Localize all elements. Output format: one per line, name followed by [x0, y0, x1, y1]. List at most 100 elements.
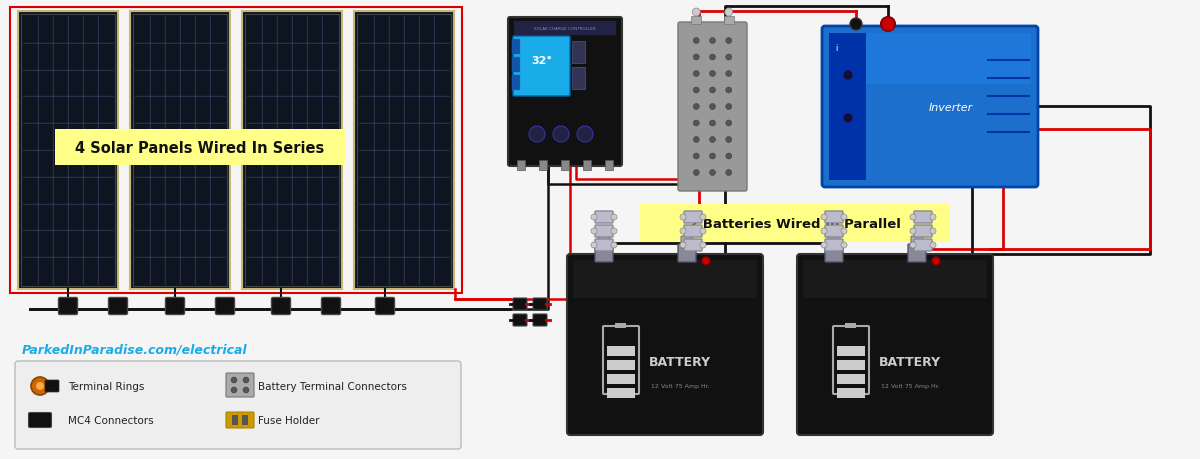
Circle shape — [726, 71, 732, 77]
FancyBboxPatch shape — [678, 23, 746, 191]
Bar — [845, 323, 856, 328]
Bar — [607, 360, 635, 370]
FancyBboxPatch shape — [514, 37, 570, 97]
Circle shape — [709, 39, 715, 45]
Circle shape — [841, 214, 847, 220]
Bar — [245, 15, 340, 286]
Circle shape — [709, 55, 715, 61]
Circle shape — [709, 137, 715, 143]
Circle shape — [244, 387, 250, 393]
Circle shape — [930, 214, 936, 220]
FancyBboxPatch shape — [376, 298, 395, 315]
Text: 4 Solar Panels Wired In Series: 4 Solar Panels Wired In Series — [76, 140, 325, 155]
Circle shape — [694, 121, 700, 127]
Text: ParkedInParadise.com/electrical: ParkedInParadise.com/electrical — [22, 343, 247, 356]
Bar — [133, 15, 227, 286]
Bar — [242, 415, 248, 425]
Circle shape — [529, 127, 545, 143]
Text: Inverter: Inverter — [929, 102, 973, 112]
Circle shape — [709, 121, 715, 127]
Bar — [605, 161, 613, 171]
Circle shape — [709, 170, 715, 176]
Circle shape — [694, 39, 700, 45]
FancyBboxPatch shape — [595, 212, 613, 224]
Circle shape — [680, 214, 686, 220]
Bar — [512, 58, 520, 73]
Circle shape — [930, 242, 936, 248]
FancyBboxPatch shape — [678, 245, 696, 263]
Bar — [572, 42, 586, 64]
Bar — [514, 22, 616, 36]
FancyBboxPatch shape — [595, 240, 613, 252]
Bar — [607, 388, 635, 398]
Bar — [838, 374, 865, 384]
Circle shape — [592, 229, 598, 235]
Text: BATTERY: BATTERY — [649, 356, 712, 369]
FancyBboxPatch shape — [29, 413, 52, 428]
Circle shape — [592, 214, 598, 220]
Circle shape — [611, 242, 617, 248]
Bar — [691, 17, 701, 25]
Bar — [354, 12, 454, 289]
Circle shape — [726, 88, 732, 94]
FancyBboxPatch shape — [568, 254, 763, 435]
Bar — [803, 260, 986, 298]
Circle shape — [232, 377, 238, 383]
Circle shape — [850, 19, 862, 31]
FancyBboxPatch shape — [684, 212, 702, 224]
Bar — [572, 68, 586, 90]
Bar — [517, 161, 526, 171]
Circle shape — [726, 154, 732, 160]
FancyBboxPatch shape — [533, 298, 547, 310]
Text: 2 Batteries Wired In Parallel: 2 Batteries Wired In Parallel — [689, 217, 901, 230]
FancyBboxPatch shape — [59, 298, 78, 315]
Bar — [130, 12, 230, 289]
Circle shape — [932, 257, 940, 265]
Text: SOLAR CHARGE CONTROLLER: SOLAR CHARGE CONTROLLER — [534, 27, 596, 31]
FancyBboxPatch shape — [826, 225, 842, 237]
FancyBboxPatch shape — [826, 245, 842, 263]
FancyBboxPatch shape — [911, 236, 923, 248]
FancyBboxPatch shape — [826, 240, 842, 252]
FancyBboxPatch shape — [508, 18, 622, 167]
FancyBboxPatch shape — [108, 298, 127, 315]
Circle shape — [244, 377, 250, 383]
Circle shape — [910, 242, 916, 248]
FancyBboxPatch shape — [684, 240, 702, 252]
Bar — [232, 415, 238, 425]
Circle shape — [910, 214, 916, 220]
FancyBboxPatch shape — [514, 314, 527, 326]
Circle shape — [553, 127, 569, 143]
Circle shape — [232, 387, 238, 393]
FancyBboxPatch shape — [914, 212, 932, 224]
FancyBboxPatch shape — [271, 298, 290, 315]
Text: BATTERY: BATTERY — [878, 356, 941, 369]
Circle shape — [709, 71, 715, 77]
Circle shape — [821, 242, 827, 248]
Bar — [838, 360, 865, 370]
Bar — [616, 323, 626, 328]
FancyBboxPatch shape — [226, 412, 254, 428]
Text: Fuse Holder: Fuse Holder — [258, 415, 319, 425]
Circle shape — [709, 154, 715, 160]
Circle shape — [930, 229, 936, 235]
FancyBboxPatch shape — [595, 225, 613, 237]
Circle shape — [694, 71, 700, 77]
FancyBboxPatch shape — [216, 298, 234, 315]
Circle shape — [842, 71, 853, 81]
Text: i: i — [835, 44, 838, 52]
Circle shape — [910, 229, 916, 235]
Circle shape — [709, 104, 715, 110]
Text: 12 Volt 75 Amp Hr.: 12 Volt 75 Amp Hr. — [881, 384, 940, 389]
FancyBboxPatch shape — [598, 236, 610, 248]
Circle shape — [36, 382, 44, 390]
Circle shape — [694, 55, 700, 61]
FancyBboxPatch shape — [166, 298, 185, 315]
Circle shape — [700, 214, 706, 220]
FancyBboxPatch shape — [226, 373, 254, 397]
Circle shape — [680, 242, 686, 248]
Circle shape — [694, 170, 700, 176]
Circle shape — [709, 88, 715, 94]
Bar — [358, 15, 451, 286]
Bar — [829, 34, 866, 180]
